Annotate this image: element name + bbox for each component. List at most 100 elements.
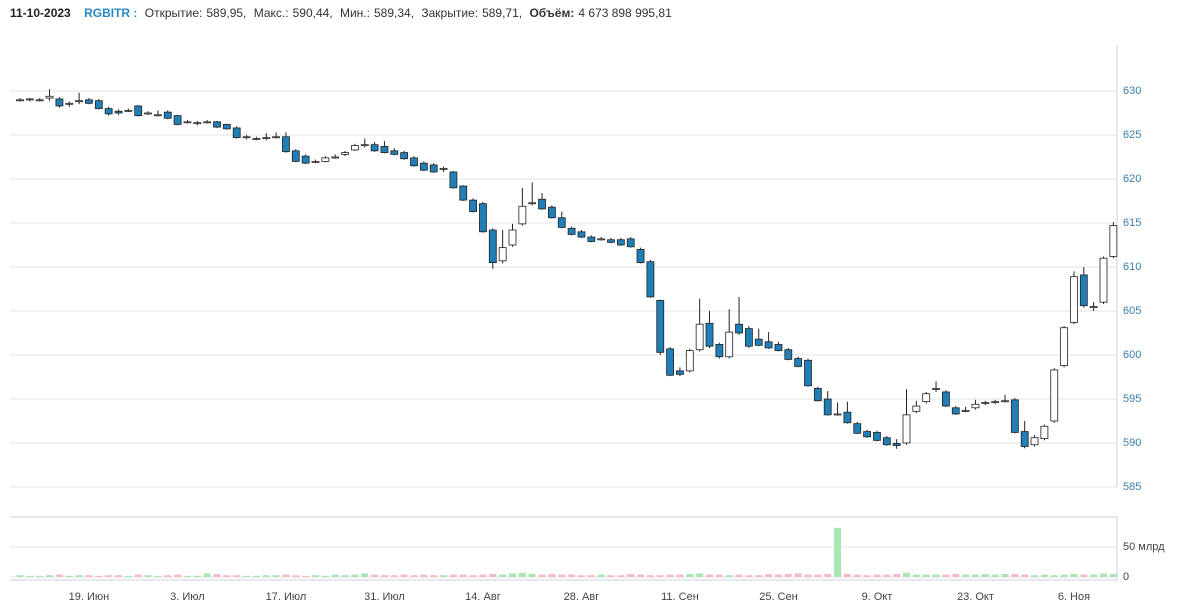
candle-body — [498, 247, 507, 262]
candle-body — [1020, 431, 1029, 447]
candle-body — [449, 171, 458, 189]
volume-bar — [1050, 575, 1058, 577]
volume-bar — [36, 575, 44, 577]
volume-bar — [962, 574, 970, 577]
volume-bar — [1109, 574, 1117, 577]
volume-bar — [509, 573, 516, 577]
candle-body — [429, 164, 438, 173]
volume-bar — [341, 575, 349, 577]
candle-body — [104, 108, 113, 115]
volume-bar — [824, 574, 832, 577]
candle-body — [311, 160, 320, 163]
candle-body — [25, 98, 34, 101]
candle-body — [1001, 400, 1009, 403]
y-tick-label: 585 — [1123, 481, 1141, 493]
volume-bar — [469, 575, 477, 577]
candle-body — [764, 341, 773, 349]
volume-bar — [646, 575, 654, 577]
y-tick-label: 610 — [1123, 261, 1141, 273]
field-value: 589,71, — [482, 6, 523, 20]
volume-bar — [223, 575, 231, 577]
volume-bar — [351, 574, 359, 577]
y-tick-label: 590 — [1123, 437, 1141, 449]
x-tick-label: 19. Июн — [69, 591, 110, 603]
volume-bar — [499, 574, 507, 577]
volume-bar — [243, 575, 251, 577]
volume-bar — [774, 574, 782, 577]
volume-bar — [46, 575, 54, 577]
ticker: RGBITR : — [84, 6, 138, 20]
volume-bar — [440, 575, 448, 577]
volume-bar — [479, 574, 487, 577]
volume-bar — [627, 574, 635, 577]
candle-body — [774, 344, 783, 352]
candle-body — [833, 413, 842, 416]
y-tick-label: 630 — [1123, 85, 1141, 97]
volume-bar — [932, 574, 940, 577]
candle-body — [823, 398, 832, 416]
candle-body — [321, 157, 330, 162]
volume-bar — [715, 574, 723, 577]
y-tick-label: 615 — [1123, 217, 1141, 229]
candle-body — [745, 328, 753, 347]
candle-body — [754, 338, 763, 346]
field-label: Мин.: — [339, 6, 370, 20]
field-value: 590,44, — [292, 6, 333, 20]
x-tick-label: 23. Окт — [957, 591, 994, 603]
volume-bar — [765, 574, 773, 577]
volume-bar — [1021, 574, 1029, 577]
volume-bar — [282, 574, 290, 577]
candle-body — [557, 217, 566, 228]
candle-body — [548, 206, 556, 219]
candle-body — [153, 114, 162, 117]
candle-body — [282, 136, 290, 153]
candle-body — [646, 261, 655, 298]
volume-bar — [1031, 575, 1039, 577]
candle-body — [784, 349, 793, 360]
candle-body — [439, 168, 448, 170]
volume-bar — [1040, 574, 1048, 577]
volume-bar — [587, 575, 595, 577]
x-tick-label: 9. Окт — [862, 591, 893, 603]
candle-body — [1079, 274, 1088, 307]
volume-bar — [656, 575, 664, 577]
volume-bar — [302, 575, 310, 577]
candle-body — [735, 323, 743, 334]
candle-body — [419, 162, 428, 171]
candle-body — [301, 155, 310, 164]
volume-bar — [676, 574, 684, 577]
candle-body — [488, 229, 497, 263]
volume-bar — [262, 575, 270, 577]
candle-body — [538, 198, 546, 210]
candle-body — [636, 248, 645, 263]
candle-body — [459, 185, 468, 201]
x-tick-label: 6. Ноя — [1058, 591, 1090, 603]
candle-body — [380, 146, 389, 154]
candle-body — [75, 100, 83, 103]
x-tick-label: 25. Сен — [759, 591, 797, 603]
volume-bar — [144, 575, 152, 577]
volume-bar — [814, 574, 822, 577]
candle-body — [65, 102, 74, 105]
candle-body — [134, 105, 143, 117]
candle-body — [469, 199, 478, 212]
candle-body — [853, 423, 862, 434]
candle-body — [577, 231, 586, 238]
field-label: Открытие: — [144, 6, 203, 20]
candle-body — [892, 443, 901, 446]
candle-body — [183, 121, 192, 124]
candle-body — [242, 136, 251, 139]
candle-body — [144, 112, 152, 115]
volume-bar — [568, 574, 576, 577]
candle-body — [981, 402, 990, 404]
candle-body — [1099, 257, 1108, 303]
volume-bar — [834, 527, 842, 577]
volume-bar — [65, 575, 73, 577]
y2-tick-label: 0 — [1123, 571, 1129, 583]
volume-bar — [607, 575, 615, 577]
volume-bar — [538, 574, 546, 577]
candle-body — [607, 239, 615, 243]
volume-bar — [134, 574, 142, 577]
volume-bar — [124, 575, 132, 577]
x-tick-label: 31. Июл — [364, 591, 405, 603]
